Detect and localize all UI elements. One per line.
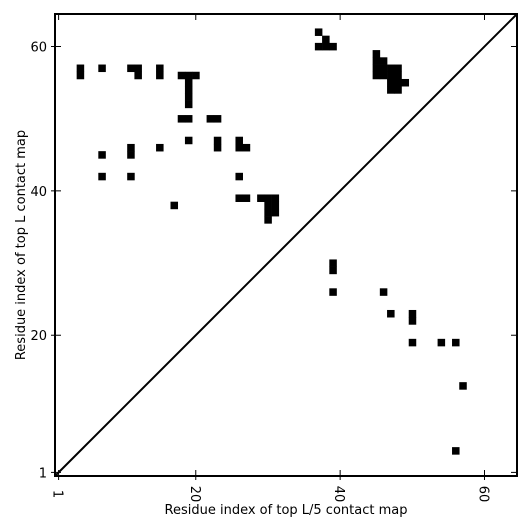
x-tick-label: 60: [476, 486, 491, 503]
contact-cell-top-l: [387, 78, 395, 87]
contact-cell-top-l: [156, 71, 164, 80]
contact-cell-top-l: [206, 115, 215, 123]
contact-cell-top-l: [134, 64, 142, 73]
contact-cell-top-l: [379, 57, 388, 65]
contact-cell-top-l: [127, 64, 135, 73]
x-tick-label: 20: [187, 486, 202, 503]
contact-cell-top-l: [184, 71, 193, 80]
contact-cell-top-l: [394, 71, 402, 80]
contact-cell-top-l5: [408, 309, 417, 318]
contact-cell-top-l: [213, 143, 222, 152]
contact-cell-top-l: [264, 194, 272, 202]
contact-cell-top-l: [127, 172, 135, 181]
contact-cell-top-l: [372, 71, 381, 80]
contact-cell-top-l: [264, 201, 272, 210]
contact-cell-top-l5: [387, 309, 395, 318]
contact-cell-top-l: [264, 216, 272, 224]
contact-cell-top-l: [394, 78, 402, 87]
contact-cell-top-l: [156, 143, 164, 152]
contact-cell-top-l: [127, 151, 135, 159]
contact-cell-top-l: [329, 42, 337, 51]
contact-cell-top-l: [127, 143, 135, 152]
contact-cell-top-l: [235, 194, 243, 202]
contact-cell-top-l5: [329, 259, 337, 267]
contact-cell-top-l: [213, 136, 222, 145]
contact-cell-top-l: [235, 172, 243, 181]
contact-cell-top-l: [184, 115, 193, 123]
contact-cell-top-l: [372, 50, 381, 58]
axis-ticks: 1 20 40 60 1 20 40 60: [30, 14, 517, 502]
contact-cell-top-l5: [408, 338, 417, 347]
contact-cell-top-l: [242, 143, 251, 152]
y-tick-label: 1: [39, 466, 47, 481]
contact-cell-top-l: [184, 78, 193, 87]
diagonal-line: [54, 13, 518, 477]
contact-cell-top-l5: [379, 288, 388, 296]
contact-cell-top-l: [322, 42, 330, 51]
contact-cell-top-l: [322, 35, 330, 44]
upper-contacts-layer: [76, 28, 410, 224]
contact-cell-top-l: [184, 93, 193, 101]
contact-cell-top-l: [170, 201, 179, 210]
y-tick-label: 40: [30, 185, 47, 200]
contact-cell-top-l: [192, 71, 200, 80]
lower-contacts-layer: [329, 259, 467, 455]
contact-cell-top-l: [271, 208, 280, 217]
contact-cell-top-l: [372, 57, 381, 65]
contact-cell-top-l: [314, 42, 323, 51]
contact-cell-top-l: [394, 64, 402, 73]
contact-cell-top-l: [394, 86, 402, 94]
contact-cell-top-l: [184, 100, 193, 109]
contact-cell-top-l5: [452, 338, 460, 347]
plot-frame: [54, 13, 518, 477]
contact-cell-top-l5: [452, 447, 460, 455]
contact-cell-top-l: [235, 143, 243, 152]
contact-cell-top-l: [379, 71, 388, 80]
contact-cell-top-l5: [329, 266, 337, 275]
contact-cell-top-l5: [437, 338, 446, 347]
contact-cell-top-l5: [329, 288, 337, 296]
contact-cell-top-l: [98, 151, 106, 159]
x-tick-label: 1: [50, 490, 65, 498]
contact-cell-top-l: [379, 64, 388, 73]
contact-cell-top-l5: [459, 382, 467, 390]
contact-cell-top-l: [387, 86, 395, 94]
contact-cell-top-l: [264, 208, 272, 217]
contact-cell-top-l: [387, 64, 395, 73]
x-tick-label: 40: [331, 486, 346, 503]
x-axis-title: Residue index of top L/5 contact map: [165, 503, 408, 518]
contact-cell-top-l: [387, 71, 395, 80]
contact-cell-top-l: [372, 64, 381, 73]
contact-cell-top-l: [177, 71, 186, 80]
contact-cell-top-l: [98, 64, 106, 73]
contact-cell-top-l: [184, 136, 193, 145]
contact-cell-top-l: [314, 28, 323, 36]
contact-cell-top-l: [213, 115, 222, 123]
contact-cell-top-l: [271, 201, 280, 210]
contact-cell-top-l: [156, 64, 164, 73]
contact-cell-top-l: [235, 136, 243, 145]
contact-cell-top-l: [242, 194, 251, 202]
contact-cell-top-l: [76, 71, 85, 80]
contact-cell-top-l: [98, 172, 106, 181]
contact-cell-top-l: [401, 78, 410, 87]
contact-cell-top-l: [257, 194, 265, 202]
contact-cell-top-l: [177, 115, 186, 123]
contact-cell-top-l: [271, 194, 280, 202]
y-axis-title: Residue index of top L contact map: [14, 130, 29, 360]
contact-cell-top-l: [134, 71, 142, 80]
y-tick-label: 60: [30, 40, 47, 55]
y-tick-label: 20: [30, 329, 47, 344]
contact-cell-top-l: [184, 86, 193, 94]
contact-cell-top-l: [76, 64, 85, 73]
contact-cell-top-l5: [408, 317, 417, 325]
